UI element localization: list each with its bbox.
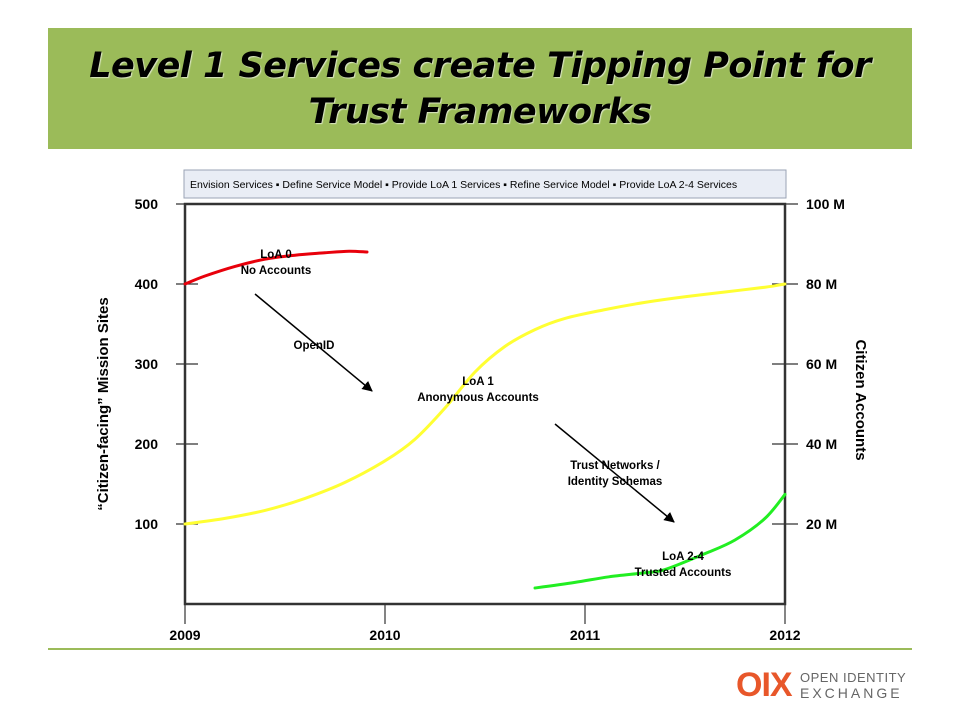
annotations: LoA 0 No Accounts OpenID LoA 1 Anonymous Acc… <box>241 249 732 579</box>
series-line-loa0 <box>183 249 369 286</box>
plot-area <box>183 202 787 606</box>
annotation-loa0-line1: LoA 0 <box>260 249 292 261</box>
slide-title-line2: Trust Frameworks <box>308 91 652 132</box>
series-line-loa1 <box>183 282 787 526</box>
trust-arrow <box>554 423 675 523</box>
y-right-tick-label: 40 M <box>806 436 837 452</box>
oix-logo-line1: OPEN IDENTITY <box>800 670 907 685</box>
y-left-tick-label: 500 <box>135 196 159 212</box>
legend-box <box>183 169 787 199</box>
series-layer <box>183 249 787 590</box>
axis-labels: “Citizen-facing” Mission Sites Citizen A… <box>95 297 869 510</box>
axes: 100 200 300 400 500 20 M 40 M 60 M 80 M 100 M 2009… <box>135 196 845 643</box>
y-left-tick-label: 200 <box>135 436 159 452</box>
openid-arrow <box>254 293 373 392</box>
y-left-tick-label: 100 <box>135 516 159 532</box>
y-right-label: Citizen Accounts <box>852 339 869 460</box>
oix-logo-mark: OIX <box>736 666 793 704</box>
y-left-tick-label: 400 <box>135 276 159 292</box>
oix-logo-line2: EXCHANGE <box>800 685 903 701</box>
x-tick-label: 2009 <box>169 627 200 643</box>
annotation-trust-line1: Trust Networks / <box>570 460 660 472</box>
annotation-loa24-line1: LoA 2-4 <box>662 551 704 563</box>
slide-title-line1: Level 1 Services create Tipping Point fo… <box>89 45 871 86</box>
annotation-trust-line2: Identity Schemas <box>568 476 663 488</box>
bottom-rule <box>48 648 912 650</box>
chart: Envision Services ▪ Define Service Model… <box>95 169 869 643</box>
series-line-loa24 <box>533 492 787 590</box>
annotation-loa1-line1: LoA 1 <box>462 376 494 388</box>
y-right-tick-label: 20 M <box>806 516 837 532</box>
annotation-loa24-line2: Trusted Accounts <box>635 567 732 579</box>
title-banner: Level 1 Services create Tipping Point fo… <box>48 28 912 149</box>
oix-logo: OIX OPEN IDENTITY EXCHANGE <box>736 668 916 704</box>
y-left-label: “Citizen-facing” Mission Sites <box>95 297 112 510</box>
annotation-openid-line1: OpenID <box>294 340 335 352</box>
x-tick-label: 2011 <box>570 627 601 643</box>
annotation-loa0-line2: No Accounts <box>241 265 312 277</box>
annotation-loa1-line2: Anonymous Accounts <box>417 392 539 404</box>
legend-text: Envision Services ▪ Define Service Model… <box>190 179 737 191</box>
x-tick-label: 2012 <box>769 627 800 643</box>
y-right-tick-label: 100 M <box>806 196 845 212</box>
y-right-tick-label: 60 M <box>806 356 837 372</box>
legend: Envision Services ▪ Define Service Model… <box>183 169 787 199</box>
y-left-tick-label: 300 <box>135 356 159 372</box>
y-right-tick-label: 80 M <box>806 276 837 292</box>
x-tick-label: 2010 <box>369 627 400 643</box>
